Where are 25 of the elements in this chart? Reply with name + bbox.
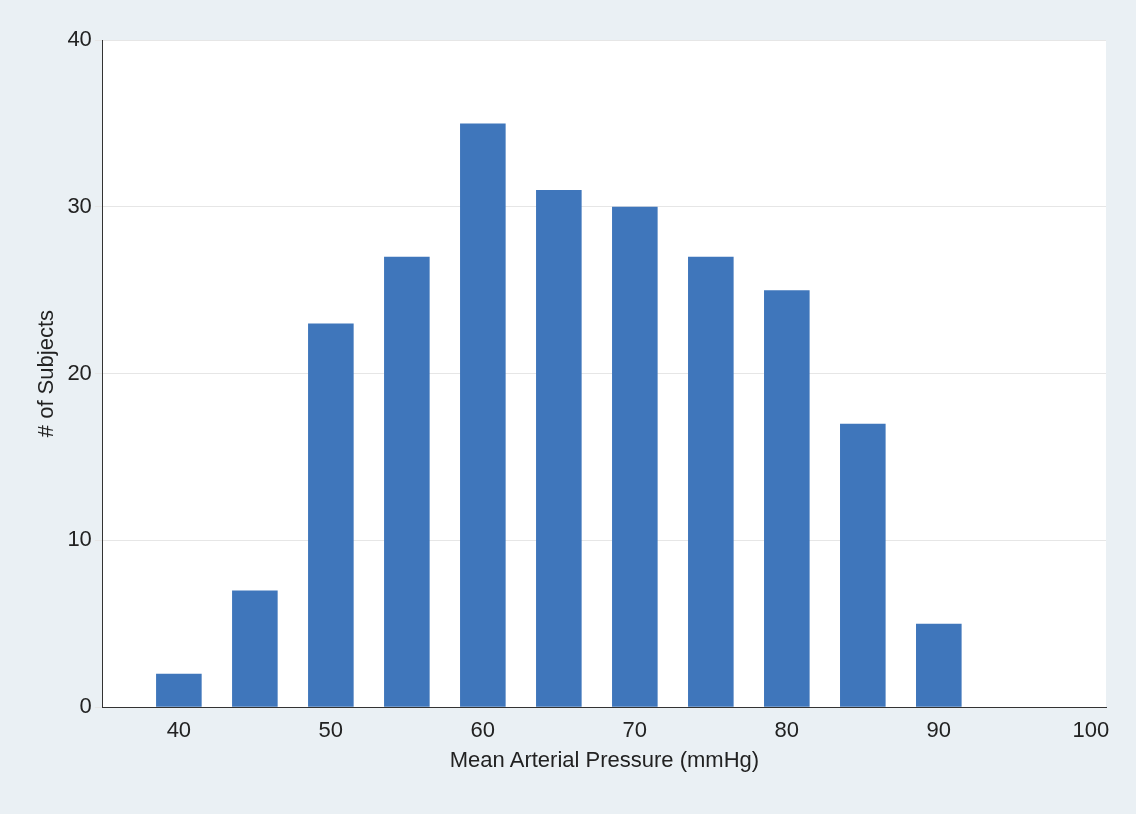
- x-tick-label: 100: [1072, 717, 1110, 743]
- bar: [460, 123, 506, 707]
- bar: [916, 623, 962, 707]
- x-tick-label: 50: [318, 717, 344, 743]
- y-tick-label: 10: [67, 526, 92, 552]
- x-tick-label: 60: [470, 717, 496, 743]
- x-tick-label: 90: [926, 717, 952, 743]
- bar: [156, 673, 202, 707]
- bar: [840, 423, 886, 707]
- y-tick-label: 30: [67, 192, 92, 218]
- bar: [536, 190, 582, 707]
- bar: [612, 206, 658, 707]
- x-tick-label: 80: [774, 717, 800, 743]
- y-tick-label: 0: [79, 693, 92, 719]
- y-tick-label: 20: [67, 359, 92, 385]
- x-tick-label: 40: [166, 717, 192, 743]
- bar: [688, 256, 734, 707]
- y-axis-title: # of Subjects: [33, 310, 59, 438]
- bar: [384, 256, 430, 707]
- y-tick-label: 40: [67, 26, 92, 52]
- x-tick-label: 70: [622, 717, 648, 743]
- bar: [764, 290, 810, 707]
- bar: [232, 590, 278, 707]
- bar: [308, 323, 354, 707]
- x-axis-title: Mean Arterial Pressure (mmHg): [449, 746, 760, 772]
